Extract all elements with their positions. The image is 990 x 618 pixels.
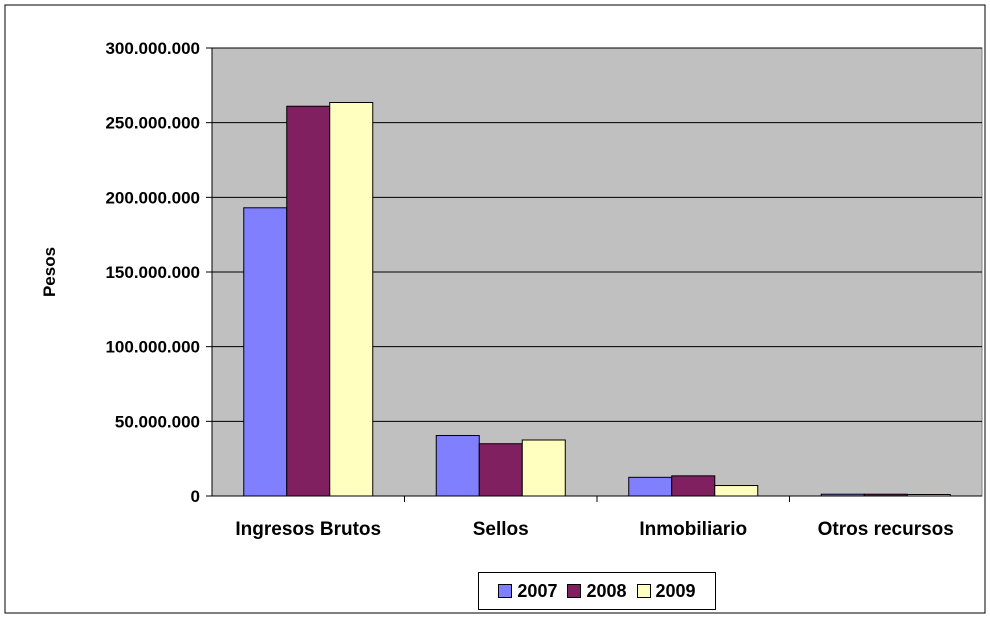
x-category-label: Otros recursos xyxy=(818,519,954,540)
bar-2009-1 xyxy=(521,439,566,497)
legend-swatch xyxy=(567,584,582,598)
legend-label: 2007 xyxy=(517,580,558,601)
legend-item-2009: 2009 xyxy=(636,580,696,602)
bar-2007-2 xyxy=(628,476,673,497)
y-tick-label: 50.000.000 xyxy=(115,412,200,431)
bar-2007-0 xyxy=(243,207,288,497)
y-tick-label: 0 xyxy=(191,487,200,506)
bar-2009-0 xyxy=(329,102,374,497)
y-axis-ticks: 0 50.000.000 100.000.000 150.000.000 200.000… xyxy=(105,39,212,506)
legend-label: 2008 xyxy=(586,580,627,601)
legend-swatch xyxy=(636,584,651,598)
legend-label: 2009 xyxy=(655,580,696,601)
y-tick-label: 300.000.000 xyxy=(105,39,200,58)
bar-2009-2 xyxy=(714,485,759,497)
y-axis-title: Pesos xyxy=(40,247,59,297)
x-axis-categories: Ingresos Brutos Sellos Inmobiliario Otros r… xyxy=(235,496,954,540)
bar-2008-2 xyxy=(671,475,716,497)
x-category-label: Sellos xyxy=(473,519,529,540)
x-category-label: Ingresos Brutos xyxy=(235,519,381,540)
x-category-label: Inmobiliario xyxy=(639,519,747,540)
bar-2008-1 xyxy=(478,443,523,497)
legend-item-2007: 2007 xyxy=(498,581,557,602)
legend-item-2008: 2008 xyxy=(567,580,627,602)
legend: 2007 2008 2009 xyxy=(478,572,716,610)
bar-2008-0 xyxy=(286,105,331,497)
y-tick-label: 200.000.000 xyxy=(105,188,200,207)
bar-2007-1 xyxy=(435,435,480,497)
y-tick-label: 250.000.000 xyxy=(105,114,200,133)
legend-swatch xyxy=(498,584,513,598)
y-tick-label: 150.000.000 xyxy=(105,263,200,282)
y-tick-label: 100.000.000 xyxy=(105,338,200,357)
